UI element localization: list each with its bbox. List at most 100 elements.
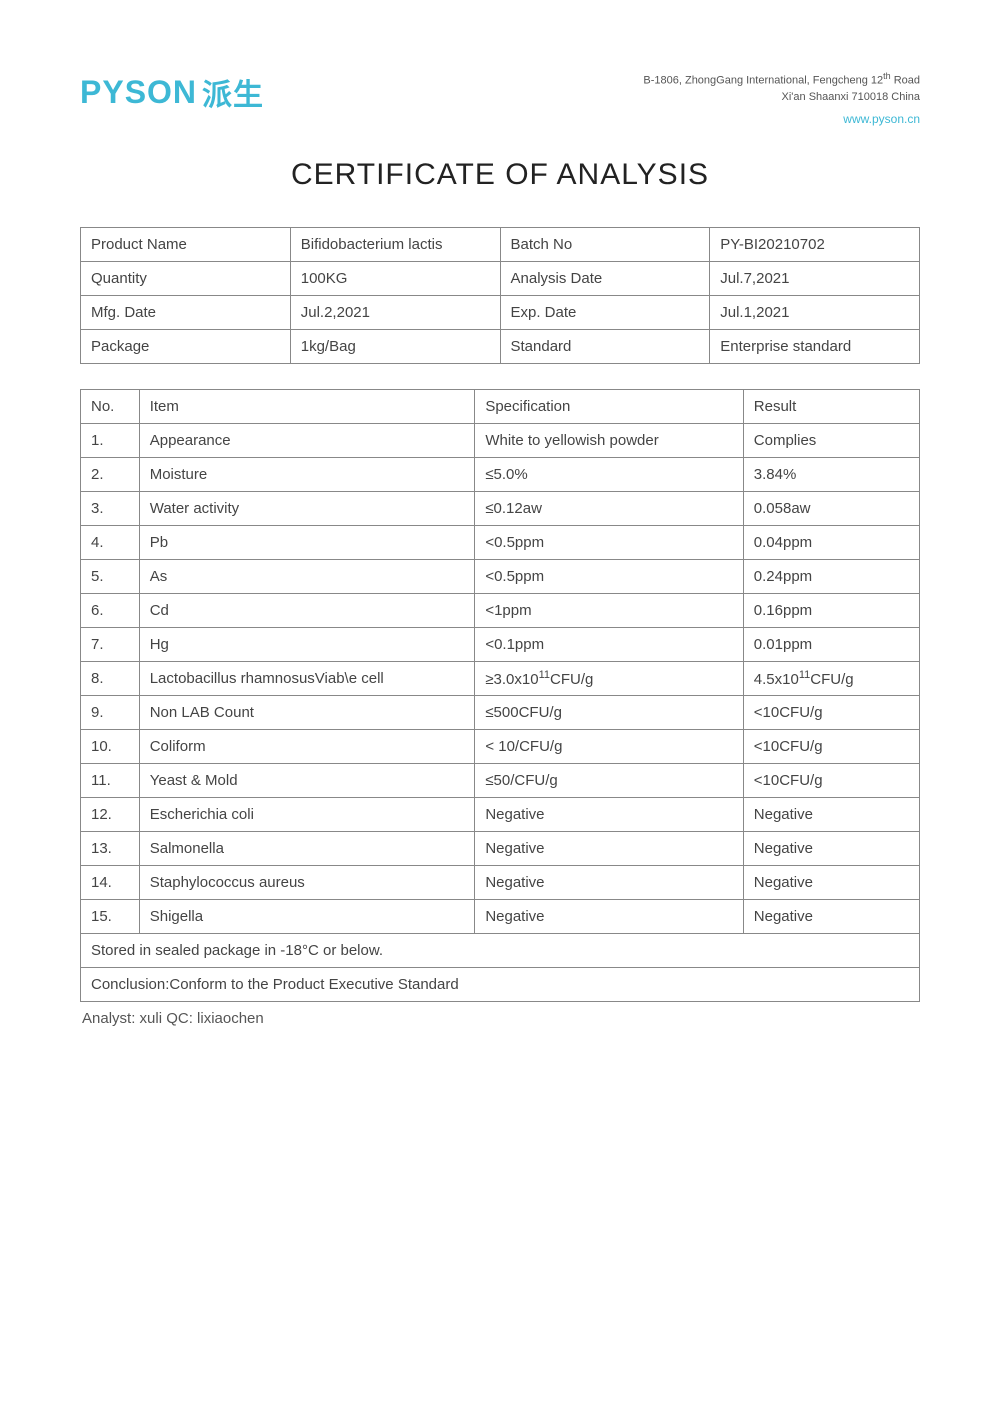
cell-specification: ≤5.0% [475, 457, 743, 491]
cell-item: Staphylococcus aureus [139, 865, 475, 899]
info-cell: Jul.2,2021 [290, 295, 500, 329]
cell-item: Appearance [139, 423, 475, 457]
analysis-row: 3.Water activity≤0.12aw0.058aw [81, 491, 920, 525]
info-row: Quantity100KGAnalysis DateJul.7,2021 [81, 261, 920, 295]
cell-specification: <0.5ppm [475, 559, 743, 593]
cell-result: 0.16ppm [743, 593, 919, 627]
storage-row: Stored in sealed package in -18°C or bel… [81, 933, 920, 967]
analysis-row: 11.Yeast & Mold≤50/CFU/g<10CFU/g [81, 763, 920, 797]
info-cell: Package [81, 329, 291, 363]
analysis-header-cell: No. [81, 389, 140, 423]
cell-specification: Negative [475, 831, 743, 865]
cell-result: <10CFU/g [743, 763, 919, 797]
cell-result: 0.058aw [743, 491, 919, 525]
info-cell: Product Name [81, 227, 291, 261]
analysis-header-cell: Specification [475, 389, 743, 423]
cell-result: <10CFU/g [743, 695, 919, 729]
storage-cell: Stored in sealed package in -18°C or bel… [81, 933, 920, 967]
cell-no: 13. [81, 831, 140, 865]
website-link[interactable]: www.pyson.cn [643, 110, 920, 128]
analysis-row: 7.Hg<0.1ppm0.01ppm [81, 627, 920, 661]
address-line-2: Xi'an Shaanxi 710018 China [643, 89, 920, 106]
logo-cn: 派生 [202, 70, 264, 114]
info-cell: Mfg. Date [81, 295, 291, 329]
cell-specification: Negative [475, 865, 743, 899]
cell-result: <10CFU/g [743, 729, 919, 763]
cell-item: Cd [139, 593, 475, 627]
analysis-row: 15.ShigellaNegativeNegative [81, 899, 920, 933]
cell-no: 12. [81, 797, 140, 831]
cell-no: 3. [81, 491, 140, 525]
cell-result: Negative [743, 899, 919, 933]
header: PYSON 派生 B-1806, ZhongGang International… [80, 70, 920, 128]
info-row: Package1kg/BagStandardEnterprise standar… [81, 329, 920, 363]
analysis-row: 10. Coliform< 10/CFU/g<10CFU/g [81, 729, 920, 763]
cell-no: 14. [81, 865, 140, 899]
info-cell: PY-BI20210702 [710, 227, 920, 261]
cell-result: 0.01ppm [743, 627, 919, 661]
cell-result: 0.24ppm [743, 559, 919, 593]
analyst-footer: Analyst: xuli QC: lixiaochen [80, 1010, 920, 1027]
conclusion-cell: Conclusion:Conform to the Product Execut… [81, 967, 920, 1001]
cell-no: 1. [81, 423, 140, 457]
cell-specification: < 10/CFU/g [475, 729, 743, 763]
analysis-row: 5.As<0.5ppm0.24ppm [81, 559, 920, 593]
cell-specification: ≤50/CFU/g [475, 763, 743, 797]
cell-specification: ≤0.12aw [475, 491, 743, 525]
cell-no: 15. [81, 899, 140, 933]
info-cell: Batch No [500, 227, 710, 261]
logo-en: PYSON [80, 74, 197, 111]
cell-specification: Negative [475, 899, 743, 933]
cell-item: Yeast & Mold [139, 763, 475, 797]
cell-item: Coliform [139, 729, 475, 763]
analysis-row: 14.Staphylococcus aureusNegativeNegative [81, 865, 920, 899]
cell-no: 10. [81, 729, 140, 763]
cell-item: Salmonella [139, 831, 475, 865]
cell-item: Non LAB Count [139, 695, 475, 729]
analysis-table: No.ItemSpecificationResult1.AppearanceWh… [80, 389, 920, 1002]
info-cell: Analysis Date [500, 261, 710, 295]
analysis-row: 6.Cd<1ppm0.16ppm [81, 593, 920, 627]
cell-result: 0.04ppm [743, 525, 919, 559]
cell-result: Negative [743, 865, 919, 899]
cell-no: 4. [81, 525, 140, 559]
analysis-row: 1.AppearanceWhite to yellowish powderCom… [81, 423, 920, 457]
analysis-row: 12.Escherichia coliNegativeNegative [81, 797, 920, 831]
cell-result: 4.5x1011CFU/g [743, 661, 919, 695]
info-cell: 1kg/Bag [290, 329, 500, 363]
cell-result: Complies [743, 423, 919, 457]
info-cell: 100KG [290, 261, 500, 295]
cell-specification: ≥3.0x1011CFU/g [475, 661, 743, 695]
cell-item: Lactobacillus rhamnosusViab\e cell [139, 661, 475, 695]
cell-item: Pb [139, 525, 475, 559]
address-line-1: B-1806, ZhongGang International, Fengche… [643, 70, 920, 89]
cell-specification: Negative [475, 797, 743, 831]
analysis-row: 9. Non LAB Count≤500CFU/g<10CFU/g [81, 695, 920, 729]
cell-specification: ≤500CFU/g [475, 695, 743, 729]
cell-no: 11. [81, 763, 140, 797]
info-table: Product NameBifidobacterium lactisBatch … [80, 227, 920, 364]
cell-no: 5. [81, 559, 140, 593]
page-title: CERTIFICATE OF ANALYSIS [80, 158, 920, 192]
cell-no: 9. [81, 695, 140, 729]
cell-result: Negative [743, 797, 919, 831]
analysis-header-cell: Result [743, 389, 919, 423]
cell-specification: <0.1ppm [475, 627, 743, 661]
cell-item: Hg [139, 627, 475, 661]
logo: PYSON 派生 [80, 70, 264, 114]
cell-no: 6. [81, 593, 140, 627]
analysis-header-row: No.ItemSpecificationResult [81, 389, 920, 423]
cell-item: Water activity [139, 491, 475, 525]
cell-no: 7. [81, 627, 140, 661]
info-cell: Bifidobacterium lactis [290, 227, 500, 261]
info-row: Mfg. DateJul.2,2021Exp. DateJul.1,2021 [81, 295, 920, 329]
cell-item: As [139, 559, 475, 593]
cell-specification: <1ppm [475, 593, 743, 627]
analysis-row: 4.Pb<0.5ppm0.04ppm [81, 525, 920, 559]
cell-no: 8. [81, 661, 140, 695]
conclusion-row: Conclusion:Conform to the Product Execut… [81, 967, 920, 1001]
analysis-row: 2.Moisture≤5.0%3.84% [81, 457, 920, 491]
analysis-header-cell: Item [139, 389, 475, 423]
info-cell: Quantity [81, 261, 291, 295]
cell-specification: <0.5ppm [475, 525, 743, 559]
